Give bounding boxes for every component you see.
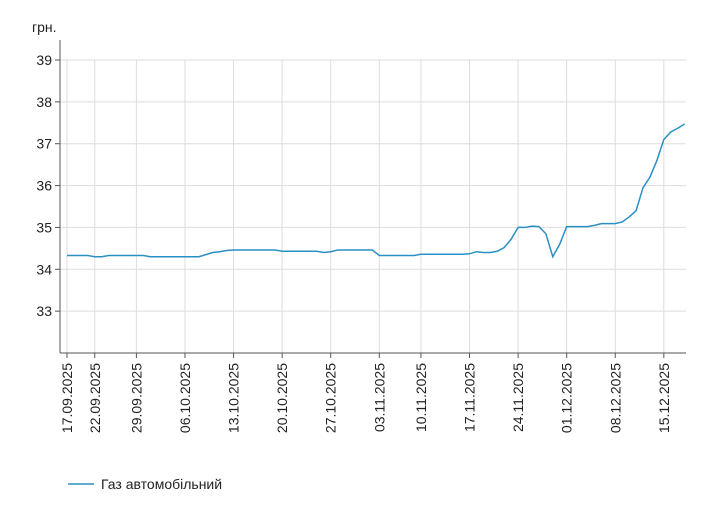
x-tick-label: 22.09.2025 [87,363,103,433]
x-tick-label: 29.09.2025 [128,363,144,433]
legend-label: Газ автомобільний [101,476,222,492]
x-tick-label: 24.11.2025 [510,363,526,432]
x-tick-label: 10.11.2025 [413,363,429,432]
y-tick-label: 39 [36,52,52,68]
x-tick-label: 08.12.2025 [607,363,623,433]
data-line [67,123,686,259]
x-tick-label: 06.10.2025 [177,363,193,433]
y-tick-label: 37 [36,136,52,152]
x-tick-label: 17.11.2025 [462,363,478,432]
y-tick-label: 38 [36,94,52,110]
y-tick-label: 33 [36,303,52,319]
x-tick-label: 13.10.2025 [226,363,242,433]
y-tick-label: 35 [36,219,52,235]
x-tick-label: 27.10.2025 [323,363,339,433]
y-tick-label: 34 [36,261,52,277]
x-tick-label: 20.10.2025 [274,363,290,433]
x-tick-label: 15.12.2025 [656,363,672,433]
x-tick-label: 17.09.2025 [59,363,75,433]
x-tick-label: 01.12.2025 [559,363,575,433]
x-tick-label: 03.11.2025 [371,363,387,432]
y-tick-label: 36 [36,178,52,194]
y-axis-label: грн. [32,19,57,35]
